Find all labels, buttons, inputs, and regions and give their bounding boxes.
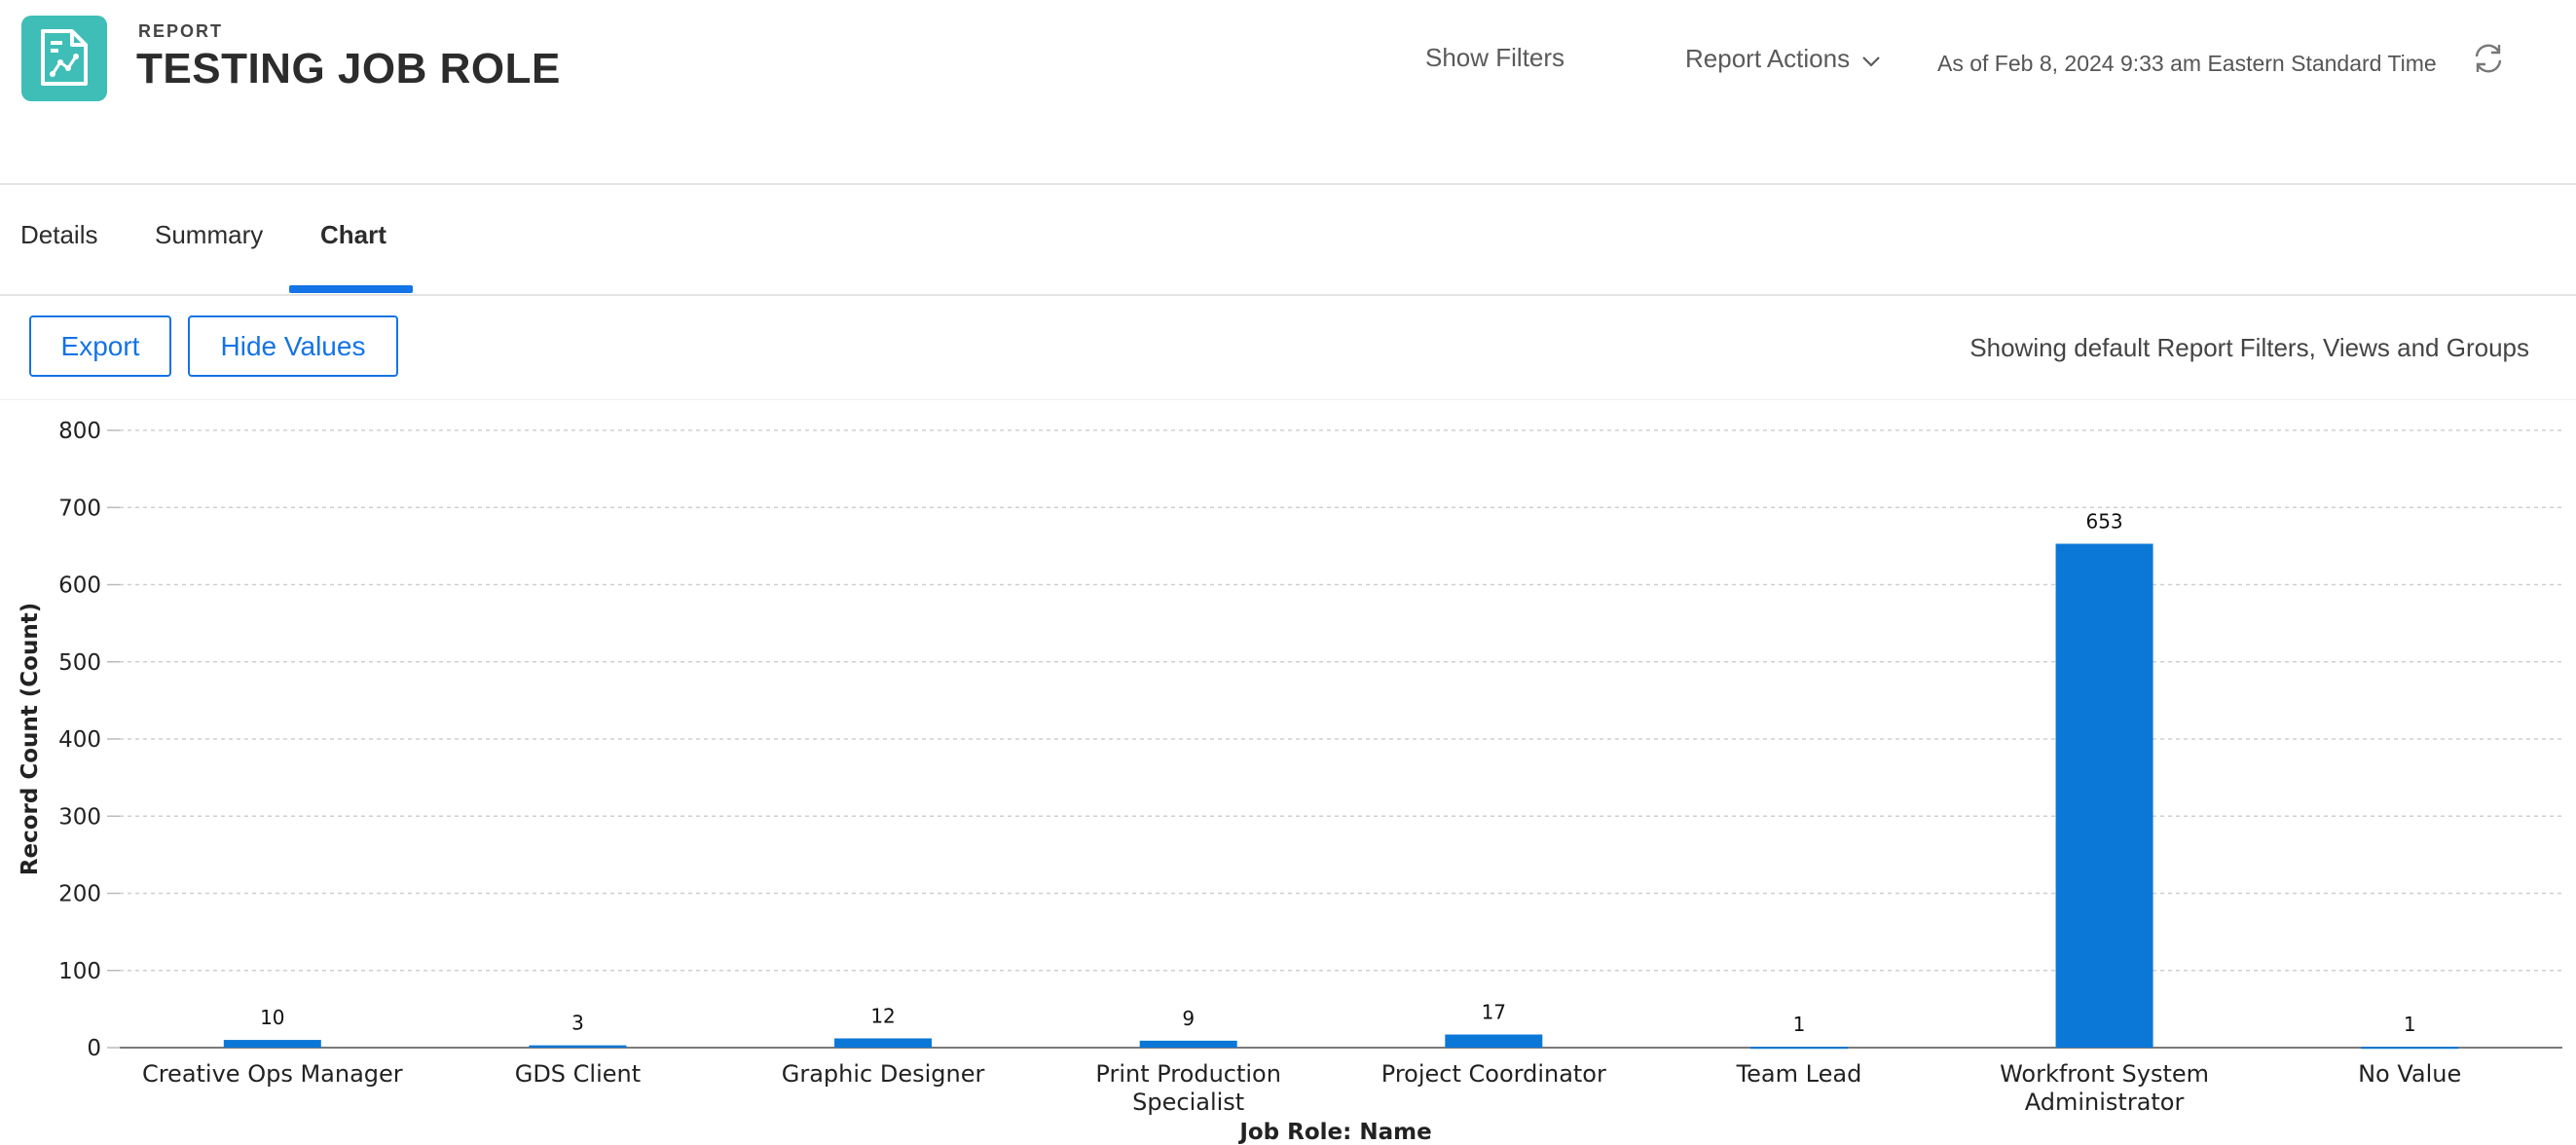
show-filters-button[interactable]: Show Filters <box>1425 43 1565 72</box>
as-of-timestamp: As of Feb 8, 2024 9:33 am Eastern Standa… <box>1937 51 2437 76</box>
report-actions-menu[interactable]: Report Actions <box>1685 43 1881 75</box>
x-axis-title: Job Role: Name <box>1237 1120 1431 1145</box>
page-eyebrow: REPORT <box>138 21 224 41</box>
data-label: 1 <box>2404 1013 2416 1036</box>
report-header: REPORT TESTING JOB ROLE Show Filters Rep… <box>0 0 2576 185</box>
y-axis-title: Record Count (Count) <box>18 603 43 875</box>
bar <box>834 1038 933 1048</box>
bar-chart: 0 100 200 300 400 500 600 700 800 Record Count (C… <box>0 401 2576 1145</box>
x-tick-label: No Value <box>2358 1060 2461 1088</box>
data-label: 3 <box>571 1012 584 1035</box>
bar <box>223 1040 321 1048</box>
x-tick-label: Print Production <box>1095 1060 1281 1088</box>
chart-toolbar: Export Hide Values Showing default Repor… <box>0 298 2576 400</box>
bar <box>1749 1047 1848 1050</box>
export-button[interactable]: Export <box>29 315 171 377</box>
y-tick-label: 500 <box>58 650 101 676</box>
data-label: 1 <box>1793 1013 1806 1036</box>
y-tick-label: 200 <box>58 882 101 907</box>
active-tab-indicator <box>289 285 413 293</box>
bar <box>1139 1040 1237 1048</box>
filters-status-text: Showing default Report Filters, Views an… <box>1969 333 2529 362</box>
x-tick-label: GDS Client <box>515 1060 641 1088</box>
x-tick-label: Creative Ops Manager <box>142 1060 403 1088</box>
bar <box>529 1045 627 1048</box>
page-title: TESTING JOB ROLE <box>136 45 561 92</box>
report-chart-icon <box>21 16 107 101</box>
x-tick-label: Workfront System <box>2000 1060 2209 1088</box>
y-tick-label: 400 <box>58 727 101 753</box>
chevron-down-icon <box>1861 45 1881 75</box>
bar <box>1445 1034 1543 1048</box>
y-tick-label: 700 <box>58 496 101 521</box>
y-tick-label: 0 <box>87 1036 101 1061</box>
bar-chart-svg: 0 100 200 300 400 500 600 700 800 Record Count (C… <box>18 419 2562 1145</box>
report-actions-label: Report Actions <box>1685 44 1851 73</box>
hide-values-button[interactable]: Hide Values <box>188 315 398 377</box>
bar <box>2361 1047 2459 1050</box>
data-label: 10 <box>260 1006 284 1029</box>
y-tick-label: 800 <box>58 419 101 444</box>
y-tick-label: 100 <box>58 959 101 984</box>
data-label: 12 <box>870 1004 895 1027</box>
x-tick-label: Project Coordinator <box>1381 1060 1606 1088</box>
tab-summary[interactable]: Summary <box>155 220 264 249</box>
data-label: 17 <box>1482 1001 1506 1024</box>
report-tabs: Details Summary Chart <box>0 187 2576 296</box>
y-tick-label: 600 <box>58 573 101 599</box>
x-tick-label: Specialist <box>1132 1089 1244 1116</box>
data-label: 653 <box>2085 509 2122 533</box>
tab-chart[interactable]: Chart <box>320 220 386 249</box>
x-tick-label: Graphic Designer <box>782 1060 985 1088</box>
x-tick-label: Team Lead <box>1736 1060 1862 1088</box>
refresh-icon[interactable] <box>2469 39 2508 83</box>
data-label: 9 <box>1182 1007 1195 1030</box>
y-tick-label: 300 <box>58 804 101 830</box>
tab-details[interactable]: Details <box>20 220 98 249</box>
x-tick-label: Administrator <box>2025 1089 2185 1116</box>
bar <box>2055 543 2153 1048</box>
